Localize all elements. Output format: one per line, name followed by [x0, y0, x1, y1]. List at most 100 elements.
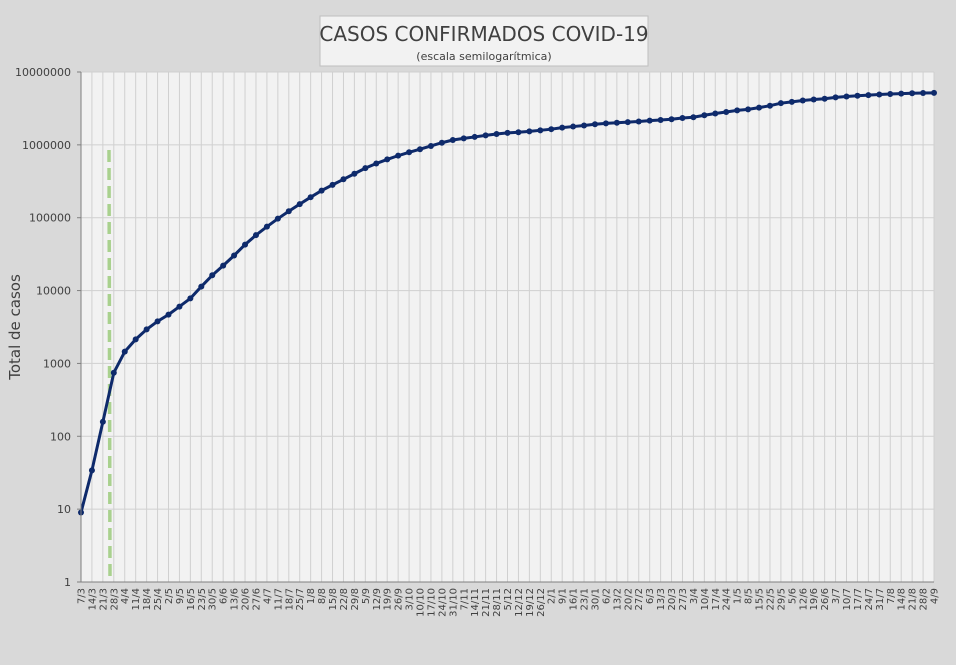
x-tick-label: 5/12	[503, 588, 514, 610]
x-tick-label: 12/12	[514, 588, 525, 617]
data-point	[613, 119, 620, 126]
x-tick-label: 20/6	[241, 588, 252, 610]
data-point	[766, 102, 773, 109]
data-point	[799, 97, 806, 104]
y-tick-label: 10	[57, 503, 71, 516]
data-point	[231, 252, 238, 259]
x-tick-label: 25/7	[295, 588, 306, 610]
x-tick-label: 13/3	[656, 588, 667, 610]
data-point	[504, 129, 511, 136]
x-tick-label: 27/3	[678, 588, 689, 610]
data-point	[898, 90, 905, 97]
x-tick-label: 24/10	[437, 588, 448, 617]
data-point	[679, 115, 686, 122]
x-tick-label: 10/10	[416, 588, 427, 617]
x-tick-label: 24/4	[722, 588, 733, 610]
x-tick-label: 15/5	[755, 588, 766, 610]
title-box	[319, 15, 649, 67]
x-tick-label: 29/5	[776, 588, 787, 610]
x-tick-label: 23/5	[197, 588, 208, 610]
x-tick-label: 7/3	[77, 588, 88, 604]
data-point	[274, 215, 281, 222]
x-tick-label: 8/8	[317, 588, 328, 604]
x-tick-label: 26/9	[394, 588, 405, 610]
x-tick-label: 19/6	[809, 588, 820, 610]
data-point	[482, 132, 489, 139]
x-tick-label: 14/11	[470, 588, 481, 617]
data-point	[712, 110, 719, 117]
data-point	[570, 123, 577, 130]
data-point	[471, 133, 478, 140]
data-point	[559, 124, 566, 131]
x-tick-label: 30/1	[590, 588, 601, 610]
data-point	[154, 318, 161, 325]
data-point	[624, 119, 631, 126]
x-tick-label: 10/4	[700, 588, 711, 610]
data-point	[788, 98, 795, 105]
series	[78, 89, 937, 516]
data-point	[887, 91, 894, 98]
x-tick-label: 16/5	[186, 588, 197, 610]
data-point	[373, 160, 380, 167]
data-point	[198, 283, 205, 290]
x-tick-label: 18/7	[284, 588, 295, 610]
x-tick-label: 23/1	[580, 588, 591, 610]
y-tick-label: 100	[50, 430, 71, 443]
data-point	[263, 223, 270, 230]
x-tick-label: 21/8	[908, 588, 919, 610]
data-point	[690, 114, 697, 121]
data-point	[777, 100, 784, 107]
data-point	[821, 95, 828, 102]
x-tick-label: 15/8	[328, 588, 339, 610]
x-tick-label: 4/4	[120, 588, 131, 604]
x-tick-label: 27/6	[251, 588, 262, 610]
x-tick-label: 17/10	[426, 588, 437, 617]
data-point	[427, 142, 434, 149]
x-tick-label: 19/12	[525, 588, 536, 617]
x-tick-label: 28/3	[109, 588, 120, 610]
x-tick-label: 7/11	[459, 588, 470, 610]
x-tick-label: 11/4	[131, 588, 142, 610]
data-point	[646, 117, 653, 124]
data-point	[209, 272, 216, 279]
x-tick-label: 25/4	[153, 588, 164, 610]
y-tick-label: 1000	[43, 357, 71, 370]
data-point	[832, 94, 839, 101]
x-tick-label: 31/7	[875, 588, 886, 610]
data-point	[734, 107, 741, 114]
data-point	[920, 90, 927, 97]
x-tick-label: 1/5	[733, 588, 744, 604]
data-point	[132, 336, 139, 343]
data-point	[701, 112, 708, 119]
data-point	[296, 201, 303, 208]
x-tick-label: 27/2	[634, 588, 645, 610]
x-tick-label: 6/6	[219, 588, 230, 604]
data-point	[187, 295, 194, 302]
x-tick-label: 6/2	[601, 588, 612, 604]
x-tick-label: 22/8	[339, 588, 350, 610]
data-point	[515, 129, 522, 136]
x-tick-label: 21/11	[481, 588, 492, 617]
x-tick-label: 9/1	[558, 588, 569, 604]
x-tick-label: 6/3	[645, 588, 656, 604]
data-point	[362, 165, 369, 172]
data-point	[537, 127, 544, 134]
data-point	[602, 120, 609, 127]
data-point	[756, 104, 763, 111]
y-tick-label: 100000	[29, 212, 71, 225]
data-point	[176, 303, 183, 310]
data-point	[909, 90, 916, 97]
x-tick-label: 22/5	[765, 588, 776, 610]
x-tick-label: 2/5	[164, 588, 175, 604]
x-tick-label: 8/5	[744, 588, 755, 604]
data-point	[810, 96, 817, 103]
x-tick-label: 20/2	[623, 588, 634, 610]
y-tick-label: 1	[64, 576, 71, 589]
data-point	[854, 92, 861, 99]
data-point	[351, 170, 358, 177]
y-axis-label: Total de casos	[6, 274, 24, 381]
data-point	[395, 152, 402, 159]
x-tick-label: 12/6	[798, 588, 809, 610]
data-point	[668, 116, 675, 123]
